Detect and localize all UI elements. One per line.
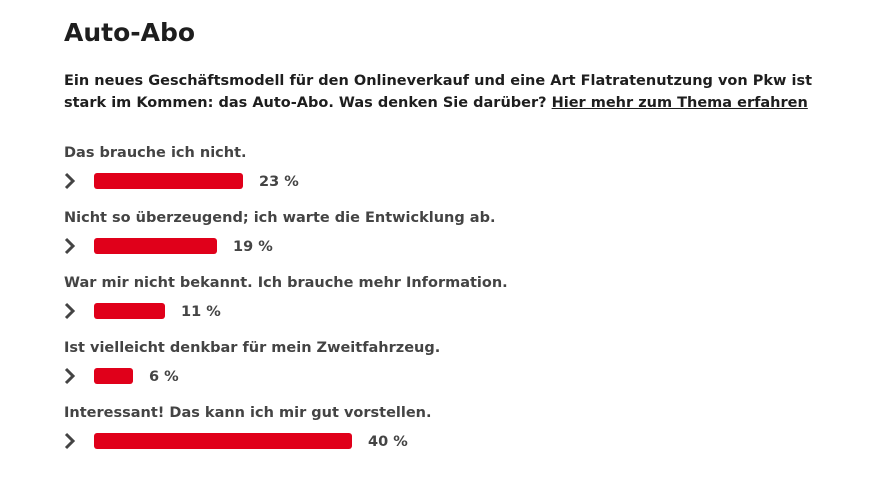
result-bar: [94, 433, 352, 449]
result-percent: 19 %: [233, 239, 273, 255]
poll-option: Ist vielleicht denkbar für mein Zweitfah…: [64, 338, 844, 403]
poll-title: Auto-Abo: [64, 18, 196, 47]
result-percent: 40 %: [368, 434, 408, 450]
option-result: 19 %: [64, 233, 844, 259]
result-percent: 11 %: [181, 304, 221, 320]
poll-option: Nicht so überzeugend; ich warte die Entw…: [64, 208, 844, 273]
result-bar: [94, 303, 165, 319]
poll-option: Das brauche ich nicht. 23 %: [64, 143, 844, 208]
result-bar: [94, 368, 133, 384]
result-percent: 6 %: [149, 369, 179, 385]
chevron-right-icon[interactable]: [64, 171, 88, 191]
result-bar-track: 11 %: [94, 303, 374, 320]
result-bar-track: 19 %: [94, 238, 374, 255]
poll-option: Interessant! Das kann ich mir gut vorste…: [64, 403, 844, 468]
result-bar-track: 6 %: [94, 368, 374, 385]
option-result: 11 %: [64, 298, 844, 324]
poll-intro-text: Ein neues Geschäftsmodell für den Online…: [64, 73, 813, 111]
result-percent: 23 %: [259, 174, 299, 190]
chevron-right-icon[interactable]: [64, 301, 88, 321]
result-bar-track: 40 %: [94, 433, 408, 450]
option-label: Das brauche ich nicht.: [64, 145, 247, 161]
option-label: Interessant! Das kann ich mir gut vorste…: [64, 405, 432, 421]
result-bar: [94, 173, 243, 189]
chevron-right-icon[interactable]: [64, 431, 88, 451]
poll-intro: Ein neues Geschäftsmodell für den Online…: [64, 70, 844, 114]
option-result: 23 %: [64, 168, 844, 194]
option-result: 6 %: [64, 363, 844, 389]
option-label: War mir nicht bekannt. Ich brauche mehr …: [64, 275, 508, 291]
more-info-link[interactable]: Hier mehr zum Thema erfahren: [551, 95, 808, 111]
result-bar-track: 23 %: [94, 173, 374, 190]
option-label: Ist vielleicht denkbar für mein Zweitfah…: [64, 340, 441, 356]
option-result: 40 %: [64, 428, 844, 454]
poll-widget: Auto-Abo Ein neues Geschäftsmodell für d…: [64, 16, 844, 468]
poll-options: Das brauche ich nicht. 23 % Nicht so übe…: [64, 143, 844, 468]
option-label: Nicht so überzeugend; ich warte die Entw…: [64, 210, 496, 226]
poll-option: War mir nicht bekannt. Ich brauche mehr …: [64, 273, 844, 338]
chevron-right-icon[interactable]: [64, 366, 88, 386]
chevron-right-icon[interactable]: [64, 236, 88, 256]
result-bar: [94, 238, 217, 254]
